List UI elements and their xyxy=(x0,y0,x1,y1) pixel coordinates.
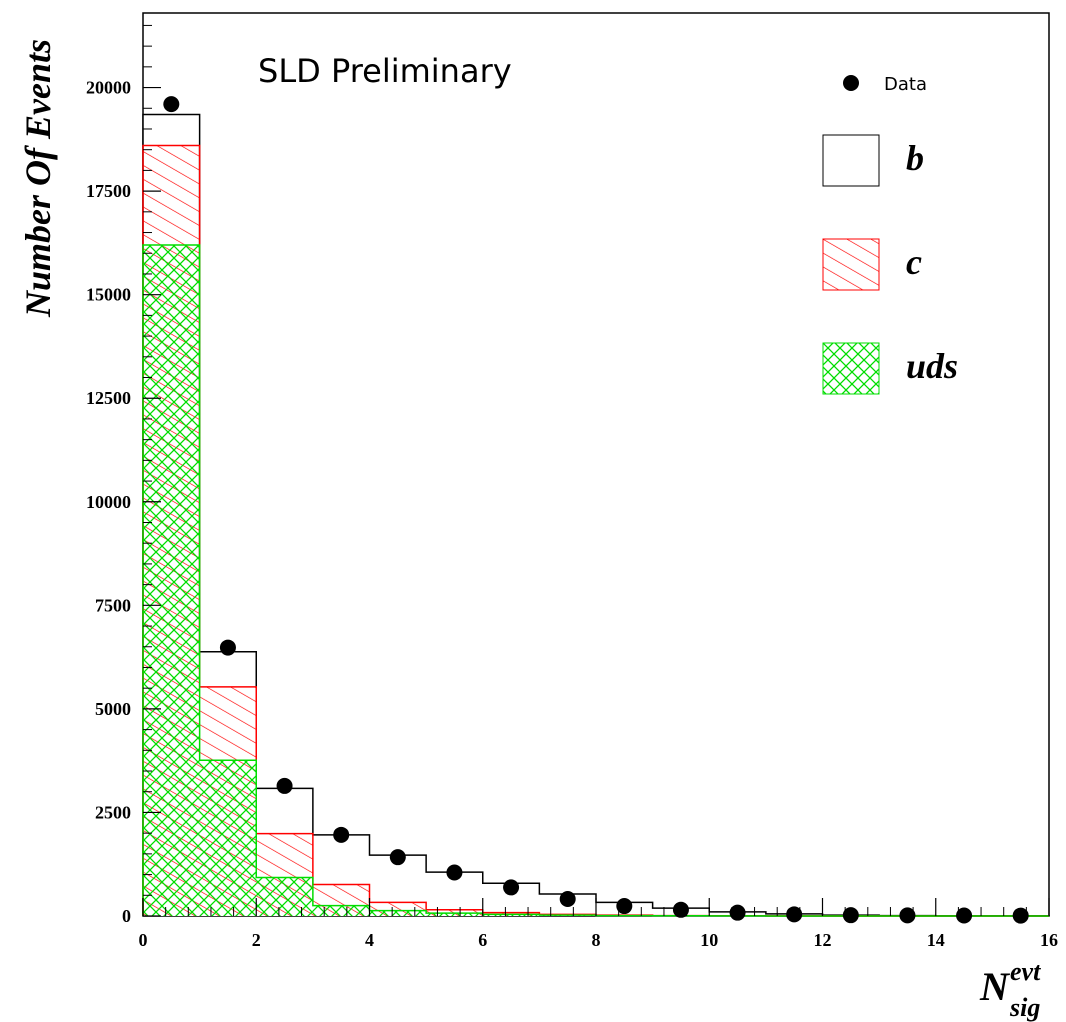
histogram-layer xyxy=(142,113,1050,917)
y-tick-label-20000: 20000 xyxy=(86,78,131,98)
x-tick-label-0: 0 xyxy=(139,930,148,950)
histogram-bar-uds-5 xyxy=(426,913,483,916)
x-axis-label-superscript: evt xyxy=(1010,957,1041,986)
y-tick-label-2500: 2500 xyxy=(95,802,131,822)
legend-data-label: Data xyxy=(884,74,927,95)
x-axis-label-subscript: sig xyxy=(1009,993,1040,1022)
data-point-6 xyxy=(503,879,520,896)
x-tick-label-6: 6 xyxy=(478,930,487,950)
data-point-7 xyxy=(559,891,576,908)
data-point-8 xyxy=(616,898,633,915)
data-point-0 xyxy=(163,96,180,113)
data-point-11 xyxy=(786,906,803,923)
data-point-13 xyxy=(899,907,916,924)
x-tick-label-16: 16 xyxy=(1040,930,1058,950)
data-point-1 xyxy=(219,639,236,656)
legend-c-swatch xyxy=(822,238,880,291)
legend-uds-swatch xyxy=(822,342,880,395)
x-tick-label-4: 4 xyxy=(365,930,374,950)
histogram-bar-uds-1 xyxy=(199,760,257,916)
histogram-bar-uds-3 xyxy=(312,905,370,916)
histogram-bar-uds-0 xyxy=(143,244,200,916)
legend-data-marker xyxy=(843,75,859,91)
x-axis-label-main: N xyxy=(979,964,1011,1009)
x-tick-label-2: 2 xyxy=(252,930,261,950)
y-tick-label-0: 0 xyxy=(122,906,131,926)
y-tick-label-5000: 5000 xyxy=(95,699,131,719)
y-tick-label-17500: 17500 xyxy=(86,181,131,201)
data-point-2 xyxy=(276,777,293,794)
legend-uds-label: uds xyxy=(906,346,958,386)
chart-title: SLD Preliminary xyxy=(258,52,512,90)
x-axis-label: N evt sig xyxy=(979,957,1041,1022)
data-point-14 xyxy=(956,907,973,924)
y-tick-label-7500: 7500 xyxy=(95,595,131,615)
x-tick-label-8: 8 xyxy=(592,930,601,950)
y-tick-label-10000: 10000 xyxy=(86,492,131,512)
data-point-15 xyxy=(1012,907,1029,924)
data-point-9 xyxy=(672,901,689,918)
data-point-3 xyxy=(333,826,350,843)
legend: Data b c uds xyxy=(822,74,958,395)
x-tick-label-10: 10 xyxy=(700,930,718,950)
histogram-bar-uds-6 xyxy=(482,914,540,916)
x-tick-label-12: 12 xyxy=(814,930,832,950)
histogram-bar-uds-4 xyxy=(369,910,427,916)
data-point-5 xyxy=(446,864,463,881)
legend-c-label: c xyxy=(906,242,922,282)
data-point-10 xyxy=(729,904,746,921)
data-points-layer xyxy=(163,96,1029,924)
axes-layer: 0 2 4 6 8 10 12 14 16 0 2500 5000 7500 10000 12500 1500… xyxy=(86,24,1058,950)
x-tick-label-14: 14 xyxy=(927,930,945,950)
y-axis-label: Number Of Events xyxy=(18,39,58,318)
legend-b-label: b xyxy=(906,138,924,178)
data-point-12 xyxy=(842,907,859,924)
y-tick-label-15000: 15000 xyxy=(86,285,131,305)
histogram-bar-uds-2 xyxy=(256,877,313,916)
data-point-4 xyxy=(389,849,406,866)
y-tick-label-12500: 12500 xyxy=(86,388,131,408)
legend-b-swatch xyxy=(822,134,880,187)
